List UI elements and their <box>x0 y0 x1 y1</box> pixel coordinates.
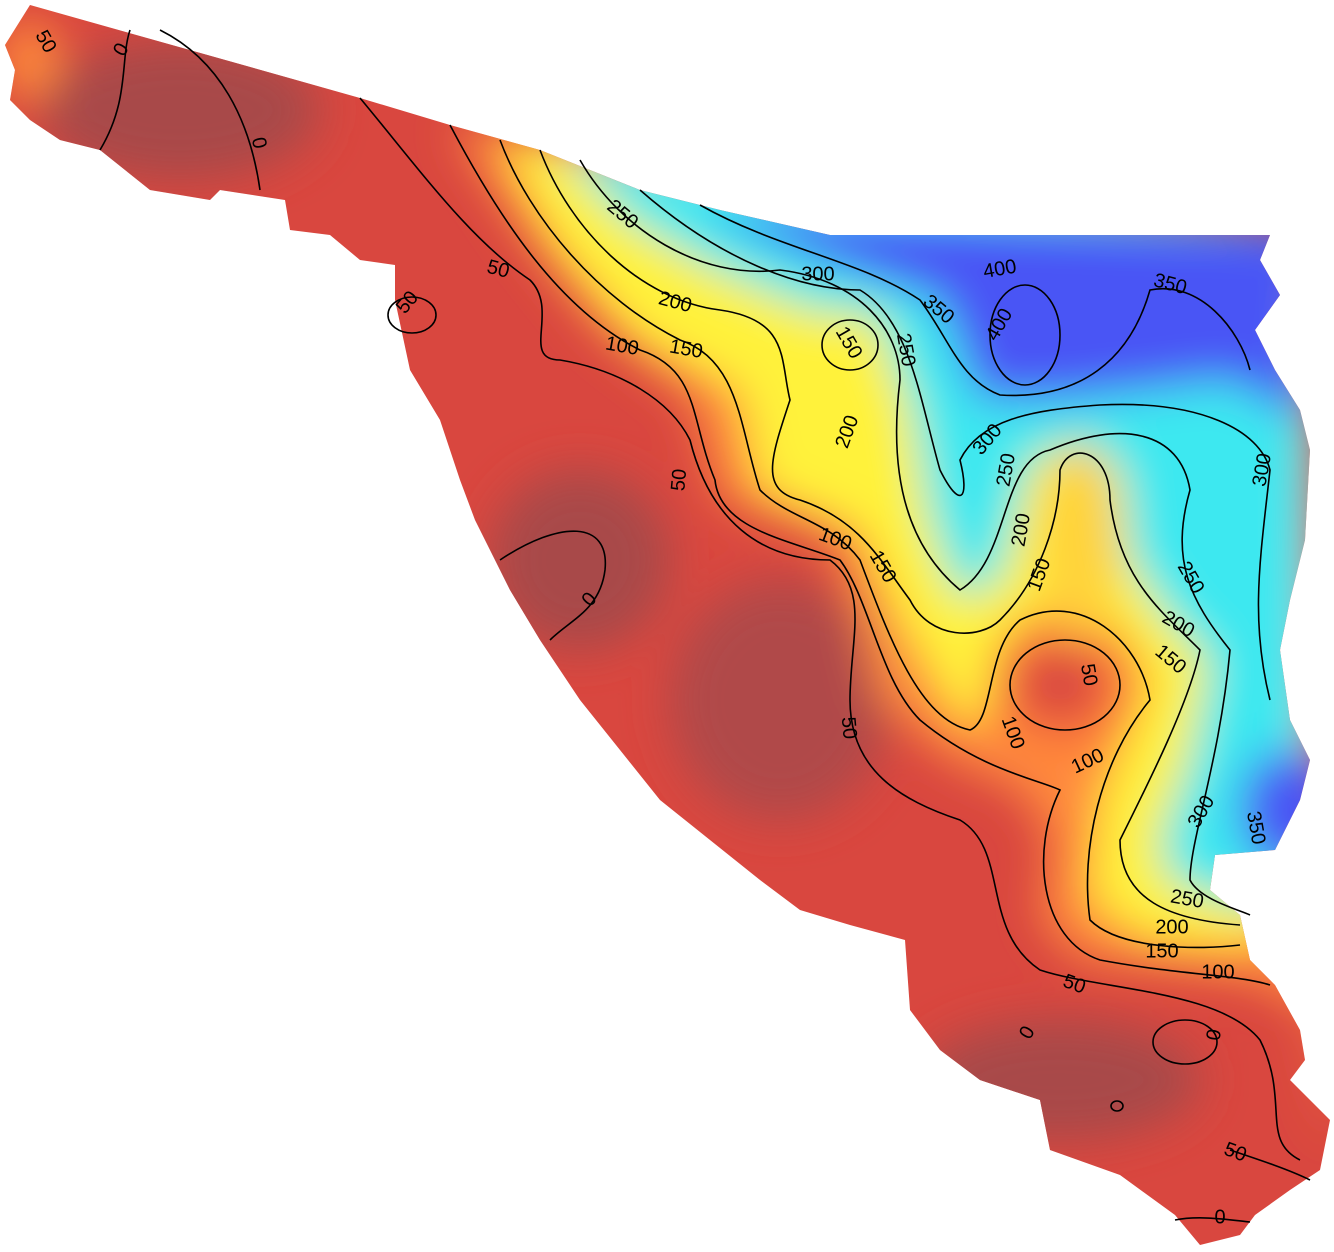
contour-label: 50 <box>667 468 691 492</box>
contour-label: 50 <box>1076 662 1102 688</box>
contour-label: 200 <box>1155 916 1188 938</box>
contour-label: 0 <box>247 135 271 150</box>
contour-label: 100 <box>1201 961 1234 983</box>
contour-label: 0 <box>1214 1206 1225 1228</box>
contour-label: 50 <box>837 716 861 740</box>
contour-lines <box>99 29 1311 1223</box>
contour-label: 0 <box>1202 1027 1226 1042</box>
contour-label: 150 <box>1145 940 1178 962</box>
contour-label: 300 <box>801 263 834 285</box>
